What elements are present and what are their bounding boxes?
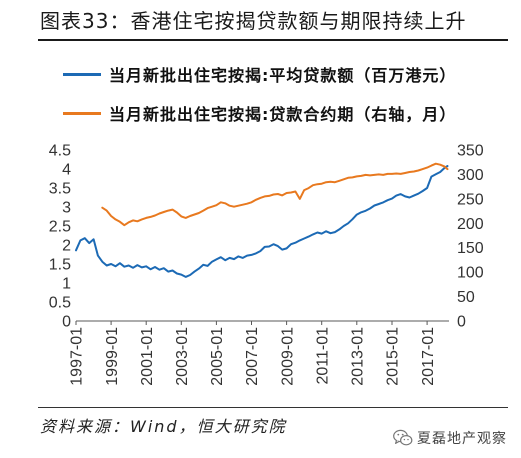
y-right-tick-label: 350	[457, 143, 484, 160]
title-divider	[38, 39, 508, 41]
source-note: 资料来源：Wind，恒大研究院	[40, 417, 287, 436]
y-left-tick-label: 1	[62, 276, 71, 293]
y-left-tick-label: 3	[62, 200, 71, 217]
x-tick-label: 2013-01	[350, 327, 367, 386]
y-left-tick-label: 4.5	[49, 143, 71, 160]
x-tick-label: 1999-01	[104, 327, 121, 386]
y-right-tick-label: 150	[457, 240, 484, 257]
watermark: 夏磊地产观察	[393, 428, 507, 448]
y-right-tick-label: 100	[457, 265, 484, 282]
y-right-tick-label: 50	[457, 289, 475, 306]
y-left-tick-label: 4	[62, 162, 71, 179]
chart-plot-area: 0 0.5 1 1.5 2 2.5 3 3.5 4 4.5 0 50 100 150 200 250 300 35…	[49, 143, 484, 386]
wechat-icon	[393, 429, 413, 447]
y-left-tick-label: 2	[62, 238, 71, 255]
y-left-tick-label: 3.5	[49, 181, 71, 198]
series-line-loan-term	[101, 162, 449, 227]
legend-item-avg-loan-amount: 当月新批出住宅按揭:平均贷款额（百万港元）	[63, 62, 456, 86]
x-tick-label: 2005-01	[209, 327, 226, 386]
x-tick-label: 2001-01	[139, 327, 156, 386]
series-line-avg-loan-amount	[75, 165, 449, 278]
legend-item-loan-term: 当月新批出住宅按揭:贷款合约期（右轴，月）	[63, 101, 456, 125]
legend-label: 当月新批出住宅按揭:贷款合约期（右轴，月）	[109, 105, 457, 124]
watermark-text: 夏磊地产观察	[417, 431, 507, 447]
x-tick-label: 2015-01	[385, 327, 402, 386]
y-left-tick-label: 2.5	[49, 219, 71, 236]
legend-swatch-orange-line	[63, 111, 101, 115]
y-left-tick-label: 0	[62, 314, 71, 331]
y-left-tick-label: 0.5	[49, 295, 71, 312]
source-divider	[38, 407, 508, 408]
y-right-tick-label: 200	[457, 216, 484, 233]
y-right-tick-label: 250	[457, 191, 484, 208]
x-tick-label: 2011-01	[314, 327, 331, 385]
y-right-tick-label: 0	[457, 314, 466, 331]
x-tick-label: 1997-01	[69, 327, 86, 386]
x-tick-label: 2007-01	[244, 327, 261, 386]
x-tick-label: 2009-01	[279, 327, 296, 386]
legend-label: 当月新批出住宅按揭:平均贷款额（百万港元）	[109, 66, 457, 85]
x-tick-label: 2017-01	[420, 327, 437, 386]
x-tick-label: 2003-01	[174, 327, 191, 386]
figure-title: 图表33：香港住宅按揭贷款额与期限持续上升	[40, 9, 467, 33]
legend-swatch-blue-line	[63, 72, 101, 76]
y-left-tick-label: 1.5	[49, 257, 71, 274]
y-right-tick-label: 300	[457, 167, 484, 184]
